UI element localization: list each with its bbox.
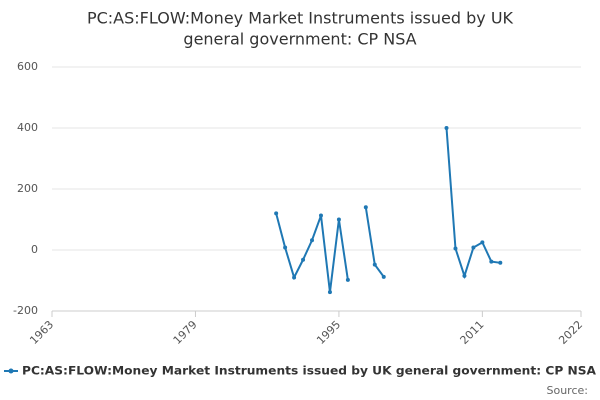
data-point (498, 260, 503, 265)
legend-swatch-dot (8, 368, 14, 374)
x-tick-label: 1979 (171, 318, 200, 347)
data-point (336, 217, 341, 222)
series-line (275, 213, 349, 293)
data-point (301, 257, 306, 262)
data-point (489, 259, 494, 264)
data-point (444, 126, 449, 130)
data-point (327, 290, 332, 295)
chart-title: general government: CP NSA (183, 30, 416, 49)
data-point (471, 245, 476, 250)
x-tick-label: 2011 (458, 318, 487, 347)
data-point (381, 274, 386, 279)
source: Source: (547, 384, 589, 397)
data-point (310, 238, 315, 243)
y-tick-label: 400 (17, 121, 38, 134)
data-point (274, 211, 279, 216)
x-tick-label: 1963 (27, 318, 56, 347)
data-point (480, 240, 485, 245)
data-point (372, 262, 377, 267)
legend-label: PC:AS:FLOW:Money Market Instruments issu… (22, 364, 596, 378)
chart-title: PC:AS:FLOW:Money Market Instruments issu… (87, 9, 514, 28)
data-point (363, 205, 368, 210)
data-point (318, 213, 323, 218)
series-line (445, 127, 501, 280)
x-tick-label: 1995 (314, 318, 343, 347)
data-point (453, 246, 458, 251)
y-tick-label: 600 (17, 60, 38, 73)
y-tick-label: 200 (17, 182, 38, 195)
y-tick-label: -200 (13, 304, 38, 317)
x-tick-label: 2022 (556, 318, 585, 347)
data-point (345, 277, 350, 282)
data-point (462, 273, 467, 278)
data-point (283, 245, 288, 250)
data-point (292, 275, 297, 280)
y-tick-label: 0 (31, 243, 38, 256)
